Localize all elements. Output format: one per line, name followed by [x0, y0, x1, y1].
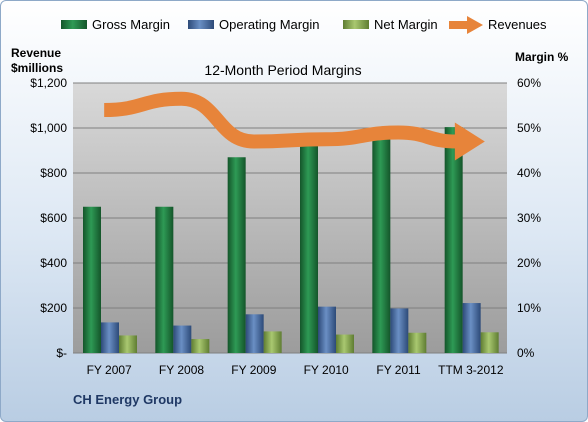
net-margin-bar: [408, 332, 427, 353]
legend-label-revenues: Revenues: [488, 17, 547, 32]
net-margin-bar: [119, 335, 137, 353]
right-tick-label: 20%: [517, 256, 541, 270]
legend-swatch-gross-margin: [61, 20, 87, 29]
net-margin-bar: [191, 339, 210, 353]
right-tick-label: 40%: [517, 166, 541, 180]
category-label: FY 2010: [304, 363, 349, 377]
left-tick-label: $400: [40, 256, 67, 270]
right-axis-title: Margin %: [515, 50, 569, 64]
revenues-line: [104, 91, 457, 149]
revenues-arrowhead: [454, 122, 485, 161]
legend-swatch-revenues: [449, 16, 483, 34]
operating-margin-bar: [318, 306, 336, 353]
category-label: FY 2007: [87, 363, 132, 377]
gross-margin-bar: [227, 157, 246, 353]
category-label: FY 2008: [159, 363, 204, 377]
legend-swatch-net-margin: [343, 20, 369, 29]
category-label: FY 2009: [231, 363, 276, 377]
company-name: CH Energy Group: [73, 392, 182, 407]
net-margin-bar: [480, 332, 499, 353]
chart-title: 12-Month Period Margins: [204, 62, 361, 78]
left-axis-title-line1: Revenue: [11, 46, 61, 60]
right-tick-label: 30%: [517, 211, 541, 225]
operating-margin-bar: [173, 325, 192, 353]
net-margin-bar: [336, 334, 354, 353]
operating-margin-bar: [462, 303, 481, 353]
left-tick-label: $1,000: [30, 121, 67, 135]
category-label: TTM 3-2012: [438, 363, 504, 377]
category-label: FY 2011: [376, 363, 421, 377]
gross-margin-bar: [372, 137, 391, 353]
right-tick-label: 10%: [517, 301, 541, 315]
x-axis-ticks: FY 2007 FY 2008 FY 2009 FY 2010 FY 2011 TTM 3…: [87, 363, 504, 377]
gross-margin-bar: [300, 139, 318, 353]
legend: Gross Margin Operating Margin Net Margin…: [61, 16, 547, 34]
operating-margin-bar: [101, 322, 119, 353]
operating-margin-bar: [390, 308, 409, 353]
bars-group: [83, 127, 499, 353]
left-tick-label: $800: [40, 166, 67, 180]
right-tick-label: 60%: [517, 76, 541, 90]
gridlines: [73, 82, 507, 354]
left-axis-title-line2: $millions: [11, 61, 63, 75]
legend-swatch-operating-margin: [188, 20, 214, 29]
revenue-line-group: [104, 91, 485, 161]
right-axis-ticks: 0% 10% 20% 30% 40% 50% 60%: [517, 76, 541, 360]
left-tick-label: $600: [40, 211, 67, 225]
right-tick-label: 50%: [517, 121, 541, 135]
gross-margin-bar: [444, 127, 463, 353]
operating-margin-bar: [245, 314, 264, 353]
left-tick-label: $200: [40, 301, 67, 315]
gross-margin-bar: [83, 206, 101, 353]
left-tick-label: $-: [56, 346, 67, 360]
net-margin-bar: [263, 331, 282, 353]
legend-label-net-margin: Net Margin: [374, 17, 438, 32]
right-tick-label: 0%: [517, 346, 535, 360]
legend-label-operating-margin: Operating Margin: [219, 17, 319, 32]
left-tick-label: $1,200: [30, 76, 67, 90]
legend-label-gross-margin: Gross Margin: [92, 17, 170, 32]
left-axis-ticks: $- $200 $400 $600 $800 $1,000 $1,200: [30, 76, 67, 360]
gross-margin-bar: [155, 206, 174, 353]
